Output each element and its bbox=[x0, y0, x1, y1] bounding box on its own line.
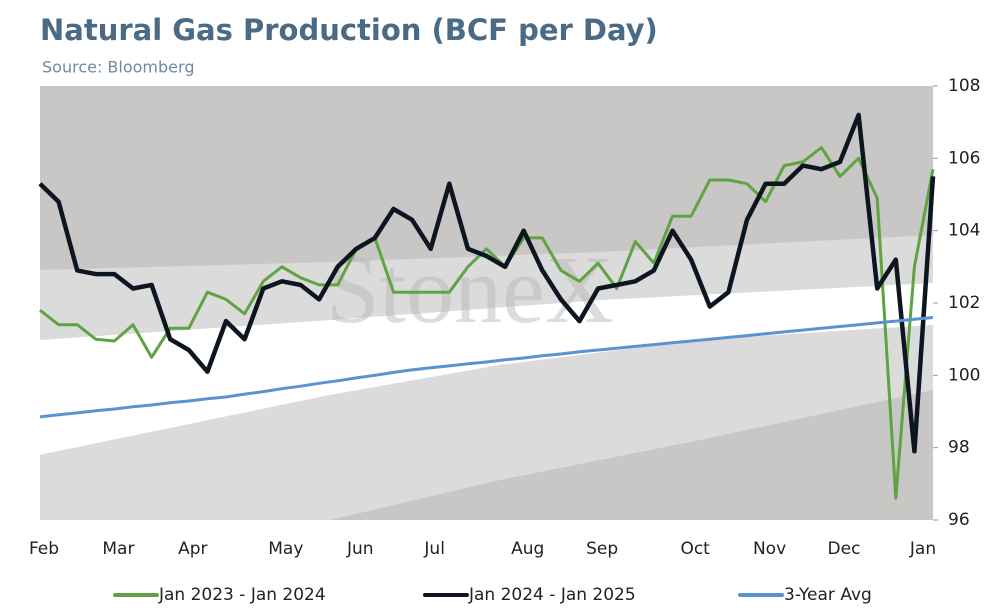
x-tick-label: Oct bbox=[680, 539, 710, 559]
x-tick-label: Mar bbox=[102, 539, 134, 559]
x-tick-label: May bbox=[268, 539, 303, 559]
band-upper bbox=[40, 235, 933, 340]
legend-label: Jan 2023 - Jan 2024 bbox=[158, 585, 326, 605]
y-tick-label: 104 bbox=[948, 221, 980, 241]
x-tick-label: Aug bbox=[511, 539, 544, 559]
watermark: StoneX bbox=[326, 236, 614, 343]
x-tick-label: Jul bbox=[423, 539, 445, 559]
legend-label: Jan 2024 - Jan 2025 bbox=[468, 585, 636, 605]
x-tick-label: Feb bbox=[29, 539, 59, 559]
chart-title: Natural Gas Production (BCF per Day) bbox=[40, 13, 658, 47]
legend-label: 3-Year Avg bbox=[784, 585, 872, 605]
plot: 96 98 100 102 104 106 108 Feb Mar Apr May Jun Jul Aug… bbox=[29, 76, 981, 559]
x-tick-label: Nov bbox=[753, 539, 786, 559]
x-tick-label: Apr bbox=[178, 539, 207, 559]
y-tick-label: 98 bbox=[948, 438, 970, 458]
range-bands bbox=[40, 86, 933, 520]
y-tick-label: 106 bbox=[948, 148, 980, 168]
band-middle bbox=[40, 283, 933, 455]
chart-subtitle: Source: Bloomberg bbox=[42, 58, 194, 77]
series-line bbox=[38, 112, 936, 454]
x-tick-label: Dec bbox=[828, 539, 861, 559]
y-tick-label: 100 bbox=[948, 365, 980, 385]
x-tick-label: Jun bbox=[346, 539, 374, 559]
series-line bbox=[39, 316, 934, 419]
y-tick-label: 96 bbox=[948, 510, 970, 530]
x-tick-label: Sep bbox=[586, 539, 618, 559]
y-tick-label: 108 bbox=[948, 76, 980, 96]
y-tick-label: 102 bbox=[948, 293, 980, 313]
series-line bbox=[39, 146, 935, 500]
band-lower bbox=[40, 325, 933, 520]
x-tick-label: Jan bbox=[909, 539, 936, 559]
